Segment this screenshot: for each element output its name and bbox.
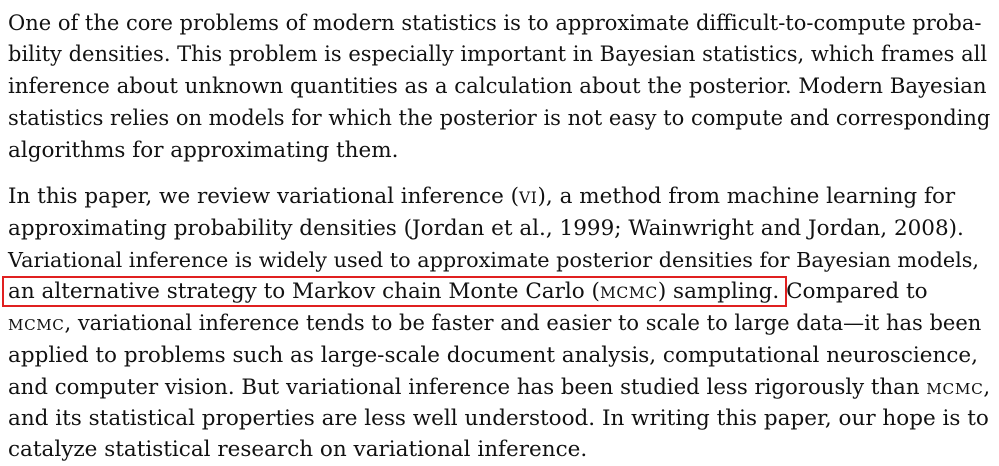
p2-line-1: In this paper, we review variational inf… — [8, 181, 955, 212]
p2-line-7-after: , — [983, 375, 991, 400]
highlighted-sentence: an alternative strategy to Markov chain … — [8, 279, 779, 304]
highlighted-text-before: an alternative strategy to Markov chain … — [8, 279, 600, 304]
p1-line-3: inference about unknown quantities as a … — [8, 74, 987, 99]
highlighted-text-after: ) sampling. — [657, 279, 780, 304]
p2-line-2: approximating probability densities (Jor… — [8, 216, 964, 241]
mcmc-abbreviation: MCMC — [8, 316, 65, 334]
p1-line-5: algorithms for approximating them. — [8, 138, 399, 163]
p2-line-5: MCMC, variational inference tends to be … — [8, 308, 981, 339]
vi-abbreviation: VI — [519, 189, 538, 207]
p2-line-4: an alternative strategy to Markov chain … — [8, 276, 928, 307]
mcmc-abbreviation: MCMC — [599, 284, 658, 302]
p1-line-2: bility densities. This problem is especi… — [8, 42, 988, 66]
p2-line-7: and computer vision. But variational inf… — [8, 372, 990, 403]
p2-line-5-after: , variational inference tends to be fast… — [64, 311, 982, 335]
p2-line-7-before: and computer vision. But variational inf… — [8, 375, 927, 400]
p2-line-6: applied to problems such as large-scale … — [8, 343, 978, 368]
p1-line-4: statistics relies on models for which th… — [8, 106, 991, 130]
p1-line-1: One of the core problems of modern stati… — [8, 11, 982, 35]
p2-line-8: and its statistical properties are less … — [8, 406, 989, 431]
p2-line-1-after: ), a method from machine learning for — [537, 184, 956, 209]
p2-line-1-before: In this paper, we review variational inf… — [8, 184, 520, 209]
p2-line-3: Variational inference is widely used to … — [8, 248, 980, 272]
highlight-box — [2, 276, 788, 307]
p2-line-9: catalyze statistical research on variati… — [8, 437, 588, 462]
mcmc-abbreviation: MCMC — [926, 380, 984, 398]
p2-line-4-rest: Compared to — [779, 279, 928, 304]
